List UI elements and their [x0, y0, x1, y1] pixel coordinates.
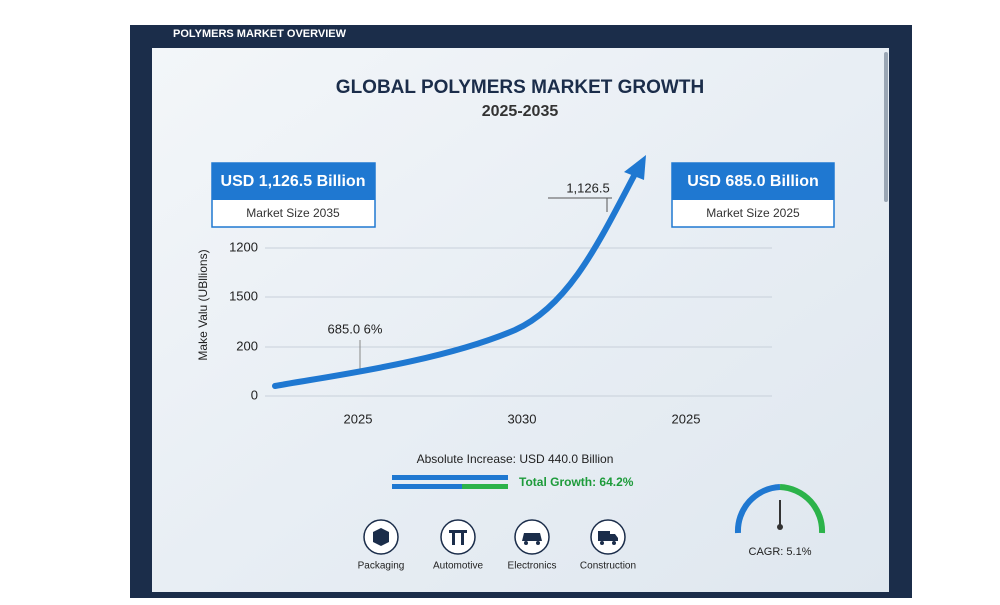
x-tick-label: 3030: [508, 411, 537, 426]
bar-stripe: [462, 484, 508, 489]
y-axis-label: Make Valu (UBllions): [196, 249, 210, 360]
card-caption: Market Size 2035: [246, 206, 340, 220]
gauge-label: CAGR: 5.1%: [749, 546, 812, 558]
card: USD 685.0 Billion Market Size 2025: [671, 162, 835, 228]
card-value: USD 1,126.5 Billion: [221, 173, 366, 190]
sector: Automotive: [433, 519, 483, 572]
sector: Packaging: [358, 519, 405, 572]
scrollbar[interactable]: [884, 52, 888, 202]
annotation: 1,126.5: [566, 180, 609, 195]
sector: Construction: [580, 519, 636, 572]
title: GLOBAL POLYMERS MARKET GROWTH: [336, 77, 704, 98]
y-tick-label: 0: [251, 387, 258, 402]
growth-curve: [272, 169, 639, 389]
subtitle: 2025-2035: [482, 103, 559, 120]
card: USD 1,126.5 Billion Market Size 2035: [211, 162, 376, 228]
x-tick-label: 2025: [672, 411, 701, 426]
absolute-increase: Absolute Increase: USD 440.0 Billion: [417, 452, 614, 466]
plot: 1200 1500 200 0 Make Valu (UBllions) 202…: [196, 155, 772, 426]
sector-label: Construction: [580, 561, 636, 572]
sector-label: Electronics: [508, 561, 557, 572]
sector-label: Packaging: [358, 561, 405, 572]
header-label: POLYMERS MARKET OVERVIEW: [173, 28, 347, 40]
total-growth: Total Growth: 64.2%: [519, 475, 634, 489]
arrow-head: [624, 155, 646, 180]
gauge: CAGR: 5.1%: [734, 484, 826, 558]
panel: [152, 48, 889, 592]
y-tick-label: 200: [236, 338, 258, 353]
card-value: USD 685.0 Billion: [687, 173, 819, 190]
sector-label: Automotive: [433, 561, 483, 572]
annotation: 685.0 6%: [328, 321, 383, 336]
bar-stripe: [392, 475, 508, 480]
card-caption: Market Size 2025: [706, 206, 800, 220]
x-tick-label: 2025: [344, 411, 373, 426]
y-tick-label: 1200: [229, 239, 258, 254]
sector: Electronics: [508, 519, 557, 572]
bar-stripe: [392, 484, 462, 489]
y-tick-label: 1500: [229, 288, 258, 303]
